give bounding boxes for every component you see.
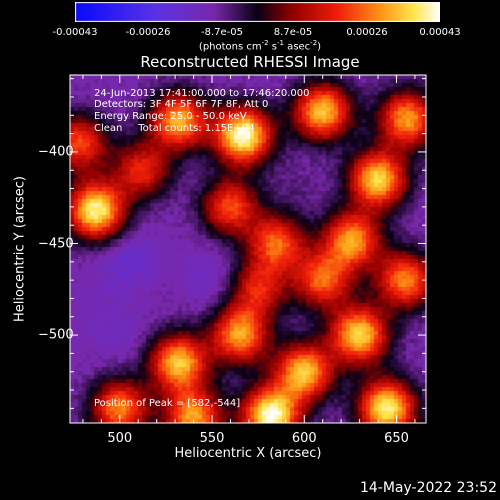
colorbar-tick-0: -0.00043: [52, 27, 98, 38]
colorbar-units: (photons cm-2 s-1 asec-2): [198, 39, 322, 53]
x-tick-label: 500: [107, 431, 133, 446]
y-tick-label: −450: [38, 236, 74, 251]
y-axis-label: Heliocentric Y (arcsec): [12, 176, 28, 322]
heatmap-image: [70, 75, 426, 423]
annotation-detectors: Detectors: 3F 4F 5F 6F 7F 8F, Att 0: [94, 99, 269, 110]
colorbar-tick-2: -8.7e-05: [201, 27, 243, 38]
annotation-clean: Clean Total counts: 1.15E+04: [94, 123, 255, 134]
colorbar-tick-4: 0.00026: [346, 27, 388, 38]
x-axis-label: Heliocentric X (arcsec): [174, 446, 322, 461]
annotation-peak: Position of Peak = [582,-544]: [94, 398, 241, 409]
x-tick-label: 550: [199, 431, 225, 446]
colorbar: [75, 2, 440, 22]
x-tick-label: 650: [384, 431, 409, 446]
y-tick-label: −500: [38, 327, 74, 343]
x-tick-label: 600: [291, 431, 317, 446]
colorbar-tick-1: -0.00026: [125, 27, 171, 38]
chart-title: Reconstructed RHESSI Image: [140, 53, 360, 71]
timestamp: 14-May-2022 23:52: [359, 480, 497, 496]
colorbar-tick-3: 8.7e-05: [273, 27, 313, 38]
colorbar-tick-5: 0.00043: [419, 27, 461, 38]
plot-frame: [69, 74, 427, 424]
annotation-time: 24-Jun-2013 17:41:00.000 to 17:46:20.000: [94, 88, 310, 99]
annotation-energy: Energy Range: 25.0 - 50.0 keV: [94, 111, 247, 122]
y-tick-label: −400: [38, 144, 74, 160]
